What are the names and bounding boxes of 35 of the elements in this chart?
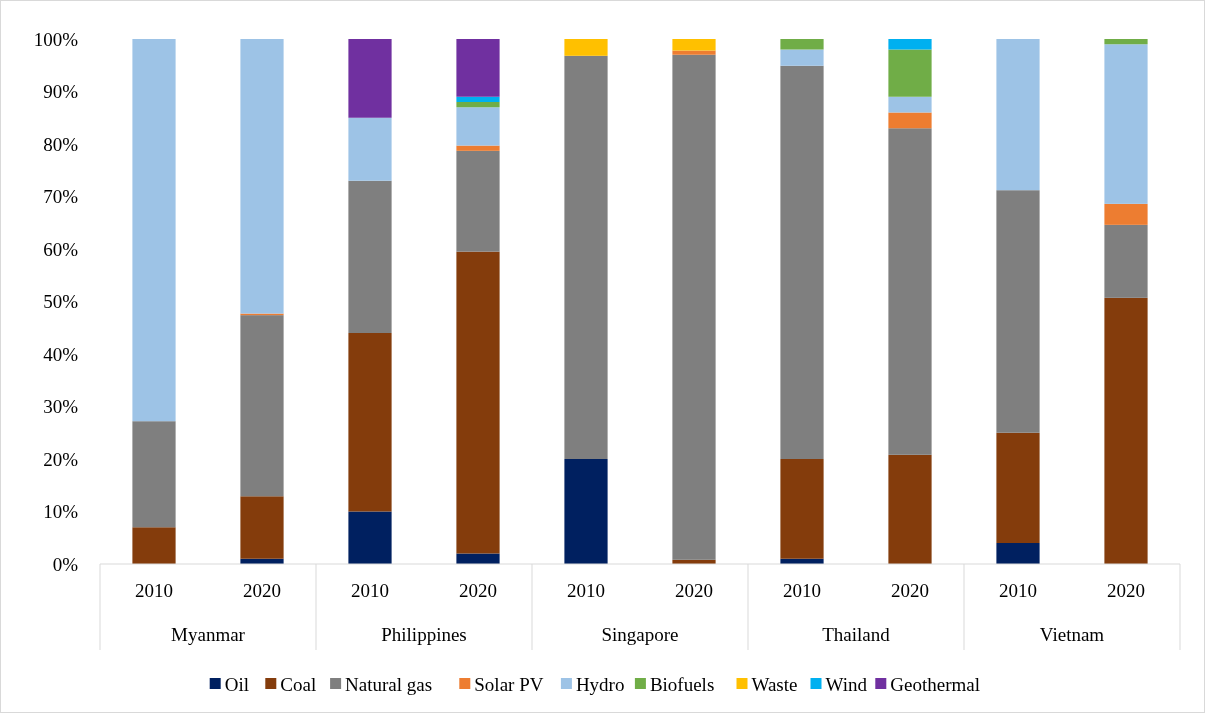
x-tick-label: 2010 bbox=[351, 580, 389, 601]
x-tick-label: 2020 bbox=[891, 580, 929, 601]
y-tick-label: 40% bbox=[43, 343, 79, 365]
legend-label: Solar PV bbox=[474, 673, 544, 695]
x-tick-label: 2020 bbox=[1107, 580, 1145, 601]
y-tick-label: 80% bbox=[43, 133, 79, 155]
y-tick-label: 60% bbox=[43, 238, 79, 260]
legend-label: Geothermal bbox=[890, 673, 980, 695]
x-tick-label: 2010 bbox=[135, 580, 173, 601]
text: Vietnam bbox=[1039, 624, 1105, 645]
x-tick-label: 2020 bbox=[675, 580, 713, 601]
legend-label: Hydro bbox=[575, 673, 625, 695]
y-tick-label: 0% bbox=[52, 553, 79, 575]
legend-label: Coal bbox=[280, 673, 317, 695]
y-tick-label: 20% bbox=[43, 448, 79, 470]
x-tick-label: 2020 bbox=[459, 580, 497, 601]
legend-label: Biofuels bbox=[649, 673, 715, 695]
legend-label: Oil bbox=[224, 673, 249, 695]
legend-label: Waste bbox=[751, 673, 798, 695]
y-tick-label: 50% bbox=[43, 291, 79, 313]
text: Thailand bbox=[822, 624, 891, 645]
x-tick-label: 2020 bbox=[243, 580, 281, 601]
y-tick-label: 100% bbox=[33, 28, 79, 50]
x-tick-label: 2010 bbox=[999, 580, 1037, 601]
y-tick-label: 30% bbox=[43, 396, 79, 418]
y-tick-label: 10% bbox=[43, 501, 79, 523]
text: Philippines bbox=[381, 624, 467, 645]
x-tick-label: 2010 bbox=[567, 580, 605, 601]
x-tick-label: 2010 bbox=[783, 580, 821, 601]
y-tick-label: 90% bbox=[43, 81, 79, 103]
y-tick-label: 70% bbox=[43, 186, 79, 208]
legend-label: Wind bbox=[825, 673, 868, 695]
text: Singapore bbox=[601, 624, 679, 645]
text: Myanmar bbox=[171, 624, 246, 645]
legend-label: Natural gas bbox=[345, 673, 433, 695]
